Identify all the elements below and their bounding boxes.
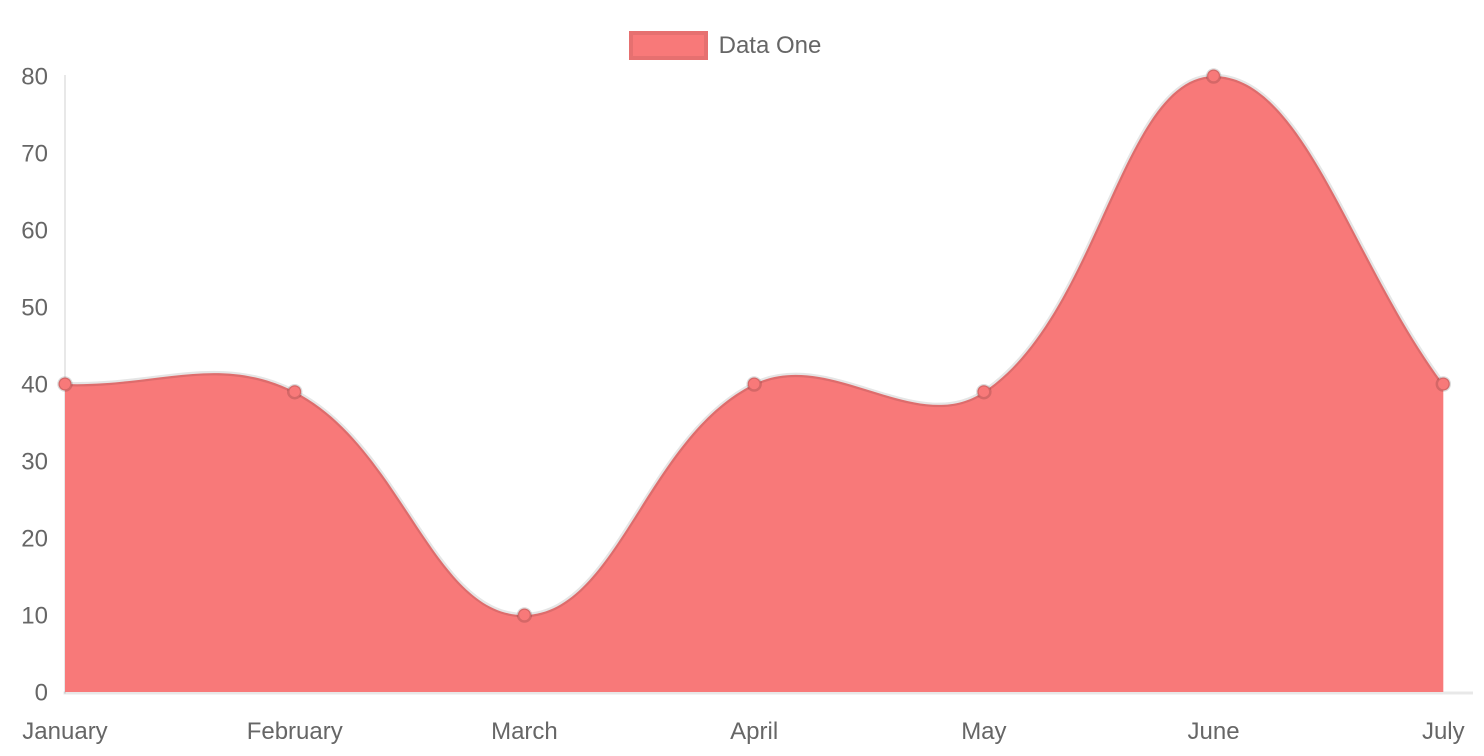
data-point-january[interactable] [57, 376, 73, 392]
y-tick-label: 30 [21, 449, 48, 476]
x-tick-label-february: February [247, 718, 343, 745]
y-tick-label: 40 [21, 372, 48, 399]
data-point-february[interactable] [286, 383, 303, 400]
legend-item-data-one[interactable]: Data One [628, 31, 822, 60]
data-point-june[interactable] [1205, 68, 1222, 84]
legend: Data One [0, 31, 1484, 60]
line-series [64, 73, 1446, 618]
y-tick-label: 0 [35, 680, 48, 707]
y-tick-label: 80 [21, 64, 48, 91]
data-point-april[interactable] [746, 376, 762, 392]
legend-label: Data One [718, 32, 822, 59]
x-tick-label-june: June [1188, 718, 1240, 745]
y-tick-label: 60 [21, 218, 48, 245]
x-tick-label-january: January [22, 718, 107, 745]
data-point-may[interactable] [976, 383, 992, 400]
x-tick-label-may: May [961, 718, 1006, 745]
y-tick-label: 70 [21, 141, 48, 168]
y-tick-label: 10 [21, 603, 48, 630]
data-point-march[interactable] [516, 607, 533, 623]
x-tick-label-july: July [1422, 718, 1465, 745]
y-tick-label: 20 [21, 526, 48, 553]
x-tick-label-march: March [491, 718, 558, 745]
y-tick-label: 50 [21, 295, 48, 322]
legend-swatch [628, 31, 708, 60]
x-tick-label-april: April [730, 718, 778, 745]
data-point-july[interactable] [1435, 376, 1452, 392]
